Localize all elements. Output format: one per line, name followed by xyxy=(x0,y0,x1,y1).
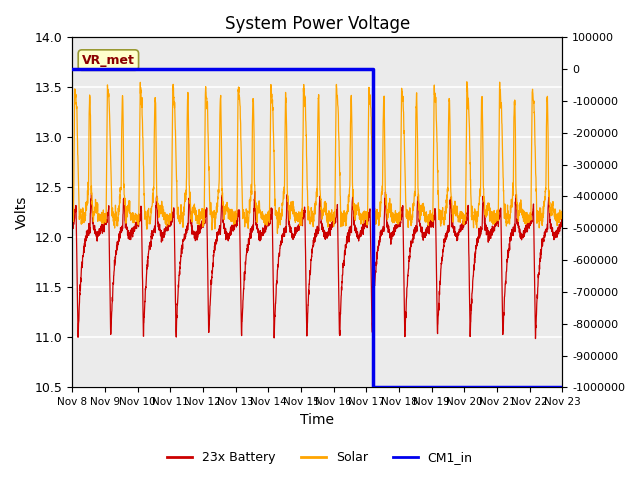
X-axis label: Time: Time xyxy=(300,413,334,427)
23x Battery xyxy=(559,224,566,229)
Title: System Power Voltage: System Power Voltage xyxy=(225,15,410,33)
CM1_in xyxy=(369,66,376,72)
CM1_in xyxy=(68,66,76,72)
Solar xyxy=(463,79,470,84)
23x Battery xyxy=(257,228,264,233)
23x Battery xyxy=(68,222,76,228)
Y-axis label: Volts: Volts xyxy=(15,196,29,229)
Line: 23x Battery: 23x Battery xyxy=(72,192,563,338)
23x Battery xyxy=(549,233,557,239)
Legend: 23x Battery, Solar, CM1_in: 23x Battery, Solar, CM1_in xyxy=(163,446,477,469)
Solar xyxy=(559,214,566,219)
23x Battery xyxy=(124,228,132,233)
Solar xyxy=(273,230,281,236)
23x Battery xyxy=(251,189,259,194)
Solar xyxy=(124,205,132,211)
Line: Solar: Solar xyxy=(72,82,563,233)
23x Battery xyxy=(278,238,285,244)
Text: VR_met: VR_met xyxy=(82,54,135,67)
Solar xyxy=(278,215,285,220)
Solar xyxy=(256,207,264,213)
23x Battery xyxy=(154,206,161,212)
Line: CM1_in: CM1_in xyxy=(72,69,563,387)
CM1_in xyxy=(369,384,376,390)
Solar xyxy=(68,216,76,222)
CM1_in xyxy=(559,384,566,390)
Solar xyxy=(549,199,557,204)
Solar xyxy=(497,90,504,96)
23x Battery xyxy=(532,336,540,341)
Solar xyxy=(154,196,161,202)
23x Battery xyxy=(496,207,504,213)
